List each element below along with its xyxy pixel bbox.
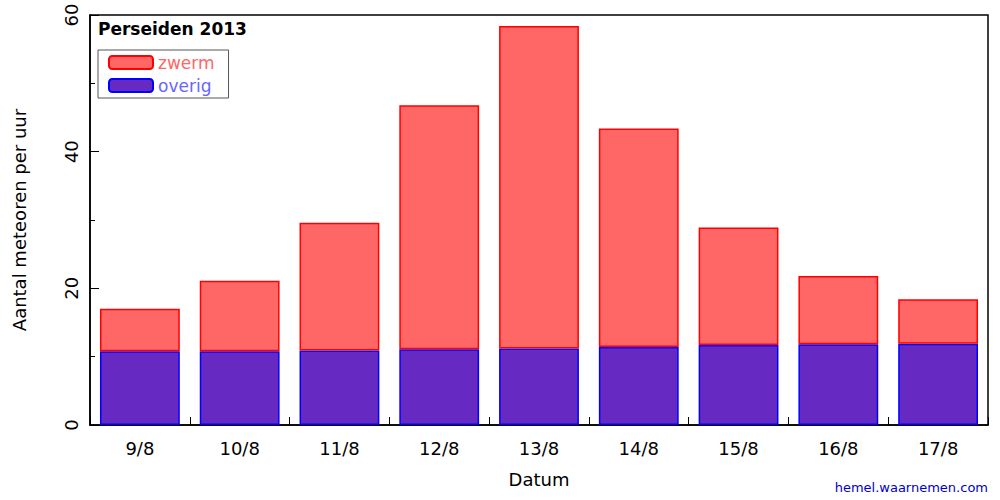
- svg-text:20: 20: [61, 277, 82, 300]
- svg-text:16/8: 16/8: [818, 438, 858, 459]
- svg-text:15/8: 15/8: [718, 438, 758, 459]
- svg-text:13/8: 13/8: [519, 438, 559, 459]
- svg-text:hemel.waarnemen.com: hemel.waarnemen.com: [835, 480, 988, 495]
- svg-text:zwerm: zwerm: [158, 53, 215, 73]
- svg-text:10/8: 10/8: [219, 438, 259, 459]
- svg-text:9/8: 9/8: [125, 438, 154, 459]
- svg-text:12/8: 12/8: [419, 438, 459, 459]
- svg-text:0: 0: [61, 419, 82, 430]
- svg-text:Perseiden 2013: Perseiden 2013: [98, 19, 247, 39]
- svg-text:overig: overig: [158, 76, 211, 96]
- svg-text:Datum: Datum: [509, 469, 570, 490]
- svg-text:40: 40: [61, 140, 82, 163]
- svg-text:60: 60: [61, 4, 82, 27]
- svg-text:17/8: 17/8: [918, 438, 958, 459]
- svg-text:Aantal meteoren per uur: Aantal meteoren per uur: [9, 108, 30, 331]
- svg-text:11/8: 11/8: [319, 438, 359, 459]
- svg-text:14/8: 14/8: [619, 438, 659, 459]
